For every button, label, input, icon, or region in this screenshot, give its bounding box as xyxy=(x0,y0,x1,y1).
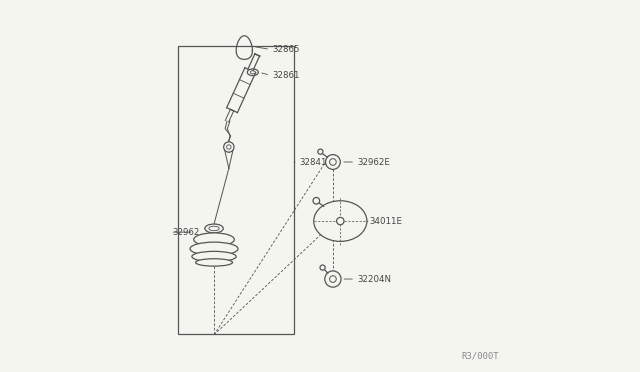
Bar xyxy=(178,46,294,334)
Text: 34011E: 34011E xyxy=(370,217,403,225)
Ellipse shape xyxy=(209,226,220,231)
Circle shape xyxy=(330,276,336,282)
Circle shape xyxy=(223,142,234,152)
Text: 32962E: 32962E xyxy=(357,157,390,167)
Circle shape xyxy=(326,155,340,169)
Circle shape xyxy=(318,149,323,154)
Text: 32865: 32865 xyxy=(272,45,300,54)
Ellipse shape xyxy=(194,233,234,246)
Circle shape xyxy=(324,271,341,287)
Ellipse shape xyxy=(196,259,232,266)
Circle shape xyxy=(330,159,336,165)
Ellipse shape xyxy=(190,242,238,256)
Circle shape xyxy=(337,217,344,225)
Ellipse shape xyxy=(314,201,367,241)
Circle shape xyxy=(320,265,325,270)
Ellipse shape xyxy=(247,69,259,76)
Ellipse shape xyxy=(192,251,236,262)
Text: 32204N: 32204N xyxy=(357,275,391,283)
Ellipse shape xyxy=(250,71,255,74)
Text: R3/000T: R3/000T xyxy=(461,351,499,360)
Circle shape xyxy=(313,198,319,204)
Ellipse shape xyxy=(205,224,223,233)
Text: 32962: 32962 xyxy=(172,228,200,237)
Text: 32841: 32841 xyxy=(300,157,327,167)
Circle shape xyxy=(227,145,231,149)
Text: 32861: 32861 xyxy=(272,71,300,80)
